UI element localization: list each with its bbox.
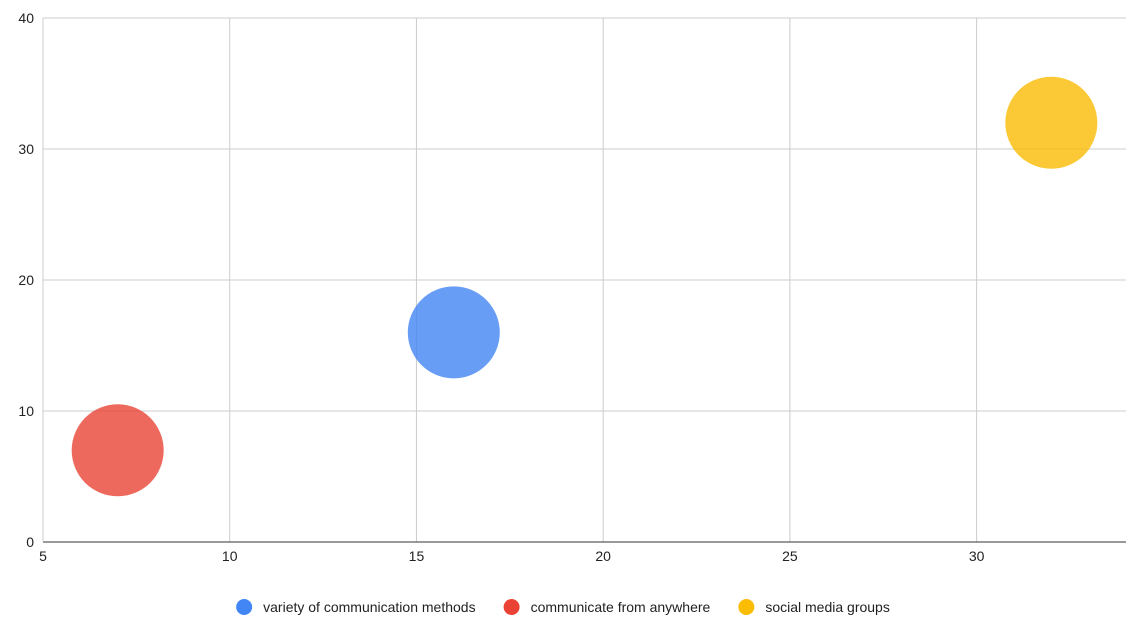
x-tick-label: 25 bbox=[782, 548, 798, 564]
legend-item[interactable]: social media groups bbox=[738, 599, 890, 615]
y-tick-label: 10 bbox=[18, 403, 34, 419]
legend-label: social media groups bbox=[765, 599, 890, 615]
y-tick-label: 0 bbox=[26, 534, 34, 550]
bubble-social-media-groups[interactable] bbox=[1005, 76, 1098, 169]
y-tick-label: 40 bbox=[18, 10, 34, 26]
x-tick-label: 5 bbox=[39, 548, 47, 564]
legend: variety of communication methods communic… bbox=[236, 599, 890, 615]
legend-label: communicate from anywhere bbox=[531, 599, 711, 615]
legend-label: variety of communication methods bbox=[263, 599, 475, 615]
legend-item[interactable]: variety of communication methods bbox=[236, 599, 476, 615]
legend-item[interactable]: communicate from anywhere bbox=[503, 599, 711, 615]
tick-labels: 0 10 20 30 40 5 10 15 20 25 30 bbox=[18, 10, 984, 564]
x-tick-label: 30 bbox=[969, 548, 985, 564]
legend-marker bbox=[738, 599, 755, 615]
x-tick-label: 20 bbox=[595, 548, 611, 564]
bubble-variety-of-communication-methods[interactable] bbox=[407, 286, 500, 379]
bubble-communicate-from-anywhere[interactable] bbox=[71, 404, 164, 497]
x-tick-label: 15 bbox=[409, 548, 425, 564]
y-tick-label: 30 bbox=[18, 141, 34, 157]
legend-marker bbox=[236, 599, 253, 615]
y-tick-label: 20 bbox=[18, 272, 34, 288]
axes bbox=[42, 18, 1126, 543]
bubbles bbox=[71, 76, 1098, 497]
x-tick-label: 10 bbox=[222, 548, 238, 564]
legend-marker bbox=[503, 599, 520, 615]
grid-lines bbox=[43, 17, 1126, 542]
